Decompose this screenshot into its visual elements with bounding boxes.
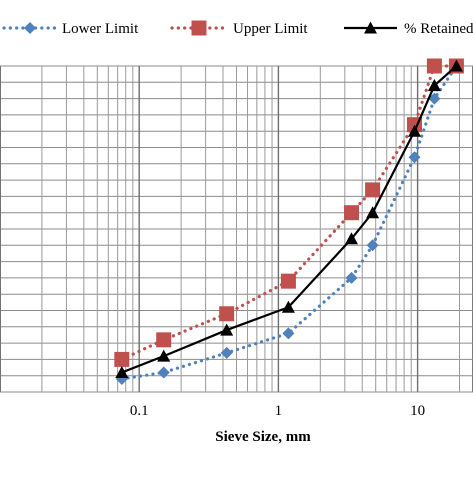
legend-marker bbox=[364, 21, 377, 34]
legend-item: Upper Limit bbox=[170, 20, 308, 37]
data-point bbox=[449, 59, 463, 72]
x-tick-label: 1 bbox=[275, 403, 283, 419]
data-point bbox=[115, 365, 129, 378]
data-point bbox=[365, 182, 381, 198]
data-point bbox=[282, 327, 295, 340]
legend-label: Lower Limit bbox=[62, 21, 139, 37]
data-point bbox=[366, 239, 379, 252]
data-point bbox=[426, 58, 442, 74]
legend: Lower Limit Upper Limit % Retained bbox=[2, 20, 473, 37]
legend-marker bbox=[24, 22, 36, 34]
data-point bbox=[114, 351, 130, 367]
legend-item: % Retained bbox=[344, 21, 473, 37]
x-axis-ticks: 0.1 1 10 bbox=[130, 403, 425, 419]
data-point bbox=[408, 151, 421, 164]
data-point bbox=[343, 205, 359, 221]
data-point bbox=[157, 366, 170, 379]
data-point bbox=[427, 79, 441, 92]
data-point bbox=[156, 332, 172, 348]
data-point bbox=[280, 273, 296, 289]
x-axis-label: Sieve Size, mm bbox=[215, 429, 311, 445]
series-layer bbox=[114, 58, 464, 385]
data-point bbox=[345, 271, 358, 284]
data-point bbox=[220, 323, 234, 336]
data-point bbox=[344, 232, 358, 245]
data-point bbox=[220, 346, 233, 359]
legend-marker bbox=[191, 20, 207, 36]
data-point bbox=[366, 206, 380, 219]
series-3 bbox=[115, 59, 463, 378]
legend-label: Upper Limit bbox=[233, 21, 308, 37]
data-point bbox=[219, 306, 235, 322]
data-point bbox=[157, 349, 171, 362]
data-point bbox=[428, 92, 441, 105]
data-point bbox=[408, 124, 422, 137]
legend-item: Lower Limit bbox=[2, 21, 139, 37]
data-point bbox=[281, 300, 295, 313]
legend-label: % Retained bbox=[404, 21, 473, 37]
x-tick-label: 0.1 bbox=[130, 403, 149, 419]
grid-lines bbox=[0, 65, 473, 393]
x-tick-label: 10 bbox=[410, 403, 425, 419]
